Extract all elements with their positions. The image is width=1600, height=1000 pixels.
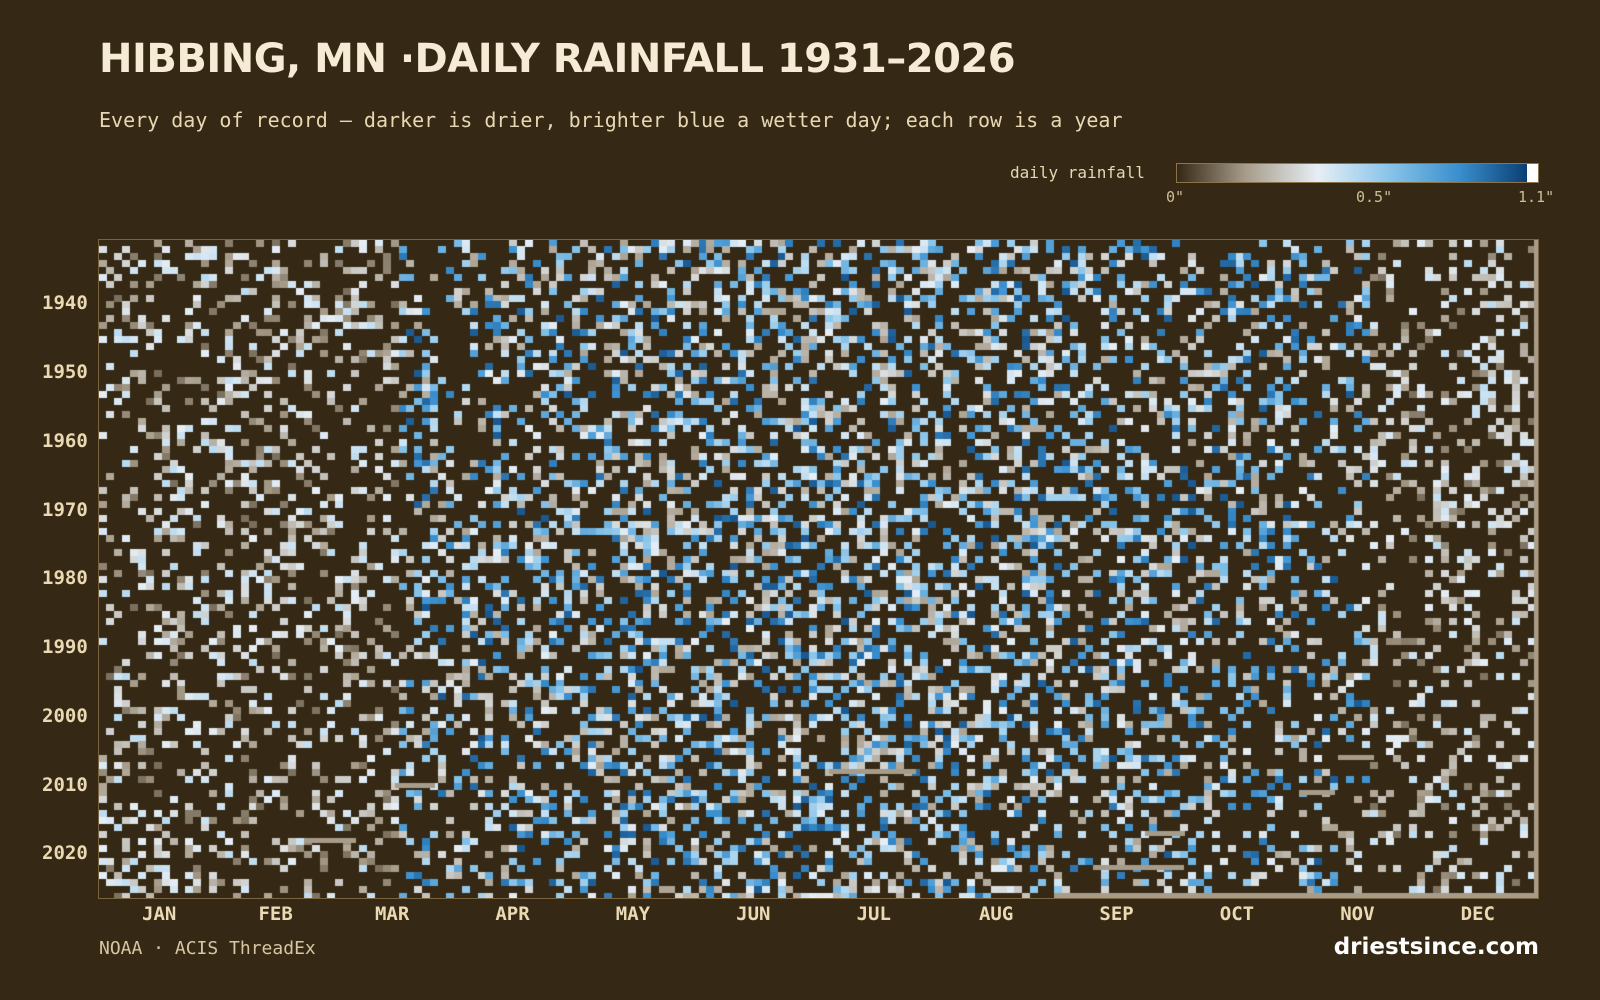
legend-color-bar (1176, 163, 1539, 183)
x-tick-label: JAN (142, 903, 177, 925)
x-tick-label: NOV (1340, 903, 1375, 925)
y-tick-label: 2020 (42, 842, 88, 865)
x-tick-label: FEB (258, 903, 293, 925)
x-tick-label: DEC (1460, 903, 1495, 925)
legend-tick-max: 1.1" (1518, 188, 1555, 206)
heatmap-plot-area (98, 239, 1539, 899)
x-tick-label: MAR (374, 903, 410, 925)
y-tick-label: 1950 (42, 361, 88, 384)
x-tick-label: MAY (615, 903, 651, 925)
x-tick-label: OCT (1219, 903, 1255, 925)
heatmap-texture (99, 240, 1538, 898)
y-tick-label: 2010 (42, 773, 88, 796)
y-tick-label: 1940 (42, 292, 88, 315)
y-tick-label: 1970 (42, 498, 88, 521)
y-tick-label: 2000 (42, 704, 88, 727)
brand-logo-text: driestsince.com (1333, 934, 1539, 960)
chart-title: HIBBING, MN ·DAILY RAINFALL 1931–2026 (99, 36, 1016, 82)
x-tick-label: APR (495, 903, 530, 925)
y-tick-label: 1980 (42, 567, 88, 590)
y-tick-label: 1990 (42, 636, 88, 659)
x-tick-label: JUN (736, 903, 771, 925)
legend-tick-mid: 0.5" (1356, 188, 1393, 206)
x-tick-label: JUL (856, 903, 891, 925)
x-tick-label: SEP (1099, 903, 1134, 925)
x-tick-label: AUG (978, 903, 1014, 925)
legend-tick-min: 0" (1166, 188, 1185, 206)
y-tick-label: 1960 (42, 429, 88, 452)
chart-subtitle: Every day of record — darker is drier, b… (99, 108, 1123, 132)
legend-label: daily rainfall (1010, 163, 1145, 182)
heatmap-cells (99, 240, 1538, 898)
source-credit: NOAA · ACIS ThreadEx (99, 938, 316, 959)
